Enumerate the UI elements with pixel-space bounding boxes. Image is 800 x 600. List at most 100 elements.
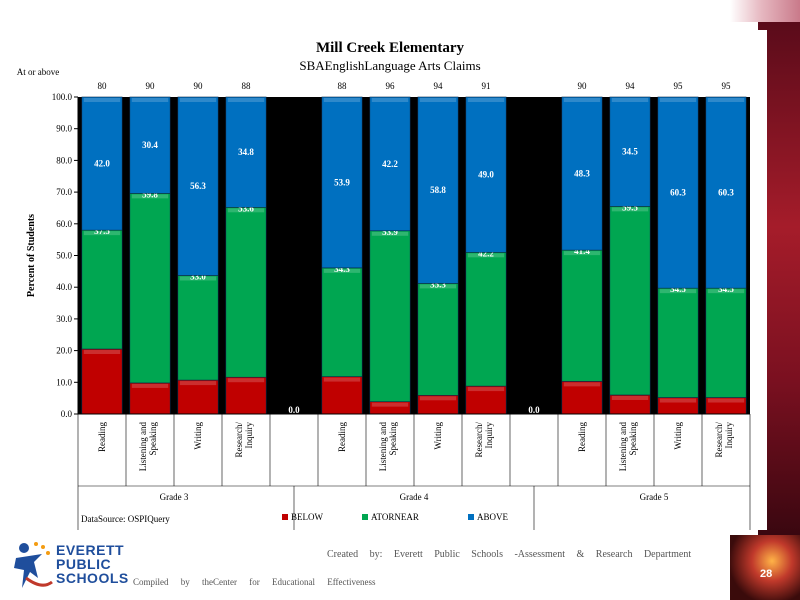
bar-bevel: [131, 194, 169, 199]
at-or-above-total: 94: [434, 81, 444, 91]
bar-bevel: [179, 276, 217, 281]
chart-title: Mill Creek Elementary: [316, 40, 465, 56]
at-or-above-label: At or above: [17, 67, 60, 77]
bar-segment-below: [465, 385, 507, 415]
data-label-above: 42.2: [382, 159, 398, 169]
category-label: Writing: [433, 422, 443, 450]
at-or-above-total: 96: [386, 81, 396, 91]
bar-bevel: [659, 98, 697, 102]
data-label-near: 33.0: [190, 271, 206, 281]
legend-swatch-below: [282, 514, 288, 520]
chart-panel: Mill Creek Elementary SBAEnglishLanguage …: [14, 30, 767, 534]
bar-segment-above: [129, 96, 171, 194]
everett-public-schools-logo: EVERETT PUBLIC SCHOOLS: [12, 538, 128, 594]
y-tick-label: 10.0: [56, 377, 72, 387]
bar-segment-above: [417, 96, 459, 284]
bar-segment-near: [321, 267, 363, 377]
logo-figure-icon: [14, 542, 53, 588]
at-or-above-total: 90: [146, 81, 156, 91]
category-label: Research/Inquiry: [234, 422, 254, 458]
bar-bevel: [323, 268, 361, 273]
bar-bevel: [131, 383, 169, 388]
bar-segment-near: [177, 275, 219, 381]
y-tick-label: 90.0: [56, 124, 72, 134]
data-label-above: 48.3: [574, 169, 590, 179]
at-or-above-total: 94: [626, 81, 636, 91]
bar-segment-near: [657, 287, 699, 398]
bar-bevel: [419, 284, 457, 289]
bar-segment-above: [225, 96, 267, 208]
data-label-above: 53.9: [334, 177, 350, 187]
at-or-above-total: 88: [242, 81, 252, 91]
y-tick-label: 70.0: [56, 187, 72, 197]
bar-segment-above: [177, 96, 219, 276]
data-label-near: 34.5: [718, 284, 734, 294]
bar-segment-near: [81, 229, 123, 350]
page-number: 28: [760, 568, 773, 580]
at-or-above-total: 90: [578, 81, 588, 91]
category-label: Reading: [337, 422, 347, 452]
fireworks-decoration-bottom: [730, 535, 800, 600]
data-label-near: 34.3: [334, 264, 350, 274]
data-label-above: 58.8: [430, 185, 446, 195]
bar-segment-near: [225, 207, 267, 378]
data-label-above: 34.5: [622, 147, 638, 157]
category-label: Listening andSpeaking: [138, 422, 158, 472]
y-tick-label: 100.0: [52, 92, 73, 102]
stacked-bar-chart: Mill Creek Elementary SBAEnglishLanguage …: [17, 40, 751, 534]
y-axis-label: Percent of Students: [26, 214, 37, 297]
bar-bevel: [707, 289, 745, 294]
data-label-near: 34.5: [670, 284, 686, 294]
bar-segment-above: [465, 96, 507, 253]
data-source-label: DataSource: OSPIQuery: [81, 514, 170, 524]
bar-bevel: [83, 98, 121, 102]
data-label-above: 49.0: [478, 170, 494, 180]
bar-bevel: [323, 377, 361, 382]
category-label: Writing: [673, 422, 683, 450]
bar-bevel: [707, 398, 745, 403]
at-or-above-total: 80: [98, 81, 108, 91]
legend-swatch-near: [362, 514, 368, 520]
data-label-near: 59.5: [622, 202, 638, 212]
gap-value-label: 0.0: [288, 405, 300, 415]
bar-bevel: [131, 98, 169, 102]
category-label: Reading: [577, 422, 587, 452]
bar-bevel: [707, 98, 745, 102]
bar-segment-below: [225, 376, 267, 415]
footer-compiled: Compiled by theCenter for Educational Ef…: [133, 577, 376, 587]
bar-segment-below: [321, 376, 363, 415]
data-label-above: 60.3: [670, 188, 686, 198]
bar-bevel: [83, 350, 121, 355]
bar-segment-above: [657, 96, 699, 289]
bar-bevel: [659, 398, 697, 403]
chart-subtitle: SBAEnglishLanguage Arts Claims: [299, 58, 480, 73]
bar-bevel: [563, 251, 601, 256]
data-label-above: 60.3: [718, 188, 734, 198]
bar-bevel: [227, 208, 265, 213]
bar-bevel: [371, 231, 409, 236]
data-label-above: 42.0: [94, 159, 110, 169]
data-label-near: 37.5: [94, 226, 110, 236]
logo-word-schools: SCHOOLS: [56, 570, 129, 586]
group-label: Grade 5: [640, 492, 669, 502]
group-label: Grade 3: [160, 492, 189, 502]
y-tick-label: 50.0: [56, 251, 72, 261]
logo-word-everett: EVERETT: [56, 542, 125, 558]
at-or-above-total: 90: [194, 81, 204, 91]
data-label-above: 30.4: [142, 140, 158, 150]
category-label: Listening andSpeaking: [378, 422, 398, 472]
legend-item-near: ATORNEAR: [371, 512, 419, 522]
legend-swatch-above: [468, 514, 474, 520]
bar-segment-below: [561, 381, 603, 415]
data-label-near: 41.4: [574, 246, 590, 256]
category-label: Reading: [97, 422, 107, 452]
y-tick-label: 80.0: [56, 155, 72, 165]
at-or-above-total: 95: [674, 81, 684, 91]
at-or-above-total: 88: [338, 81, 348, 91]
bar-segment-near: [609, 206, 651, 396]
bar-bevel: [371, 98, 409, 102]
y-tick-label: 20.0: [56, 346, 72, 356]
bar-bevel: [83, 231, 121, 236]
category-label: Research/Inquiry: [474, 422, 494, 458]
